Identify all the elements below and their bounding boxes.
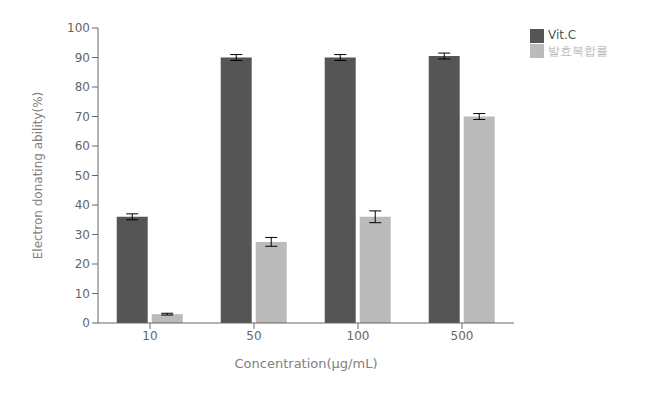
html-text:발효복합를: 발효복합를 [548,43,608,58]
svg-text:70: 70 [75,110,90,124]
svg-text:30: 30 [75,228,90,242]
svg-text:500: 500 [451,329,474,343]
svg-text:50: 50 [75,169,90,183]
svg-text:50: 50 [246,329,261,343]
svg-text:60: 60 [75,139,90,153]
svg-text:90: 90 [75,51,90,65]
svg-text:10: 10 [75,287,90,301]
svg-text:40: 40 [75,198,90,212]
html-text:Vit.C: Vit.C [548,28,577,42]
svg-text:80: 80 [75,80,90,94]
svg-text:100: 100 [347,329,370,343]
svg-text:0: 0 [82,316,90,330]
svg-text:Electron donating ability(%): Electron donating ability(%) [31,92,45,260]
svg-text:10: 10 [142,329,157,343]
svg-text:20: 20 [75,257,90,271]
svg-text:Concentration(μg/mL): Concentration(μg/mL) [235,356,378,371]
svg-text:100: 100 [67,21,90,35]
